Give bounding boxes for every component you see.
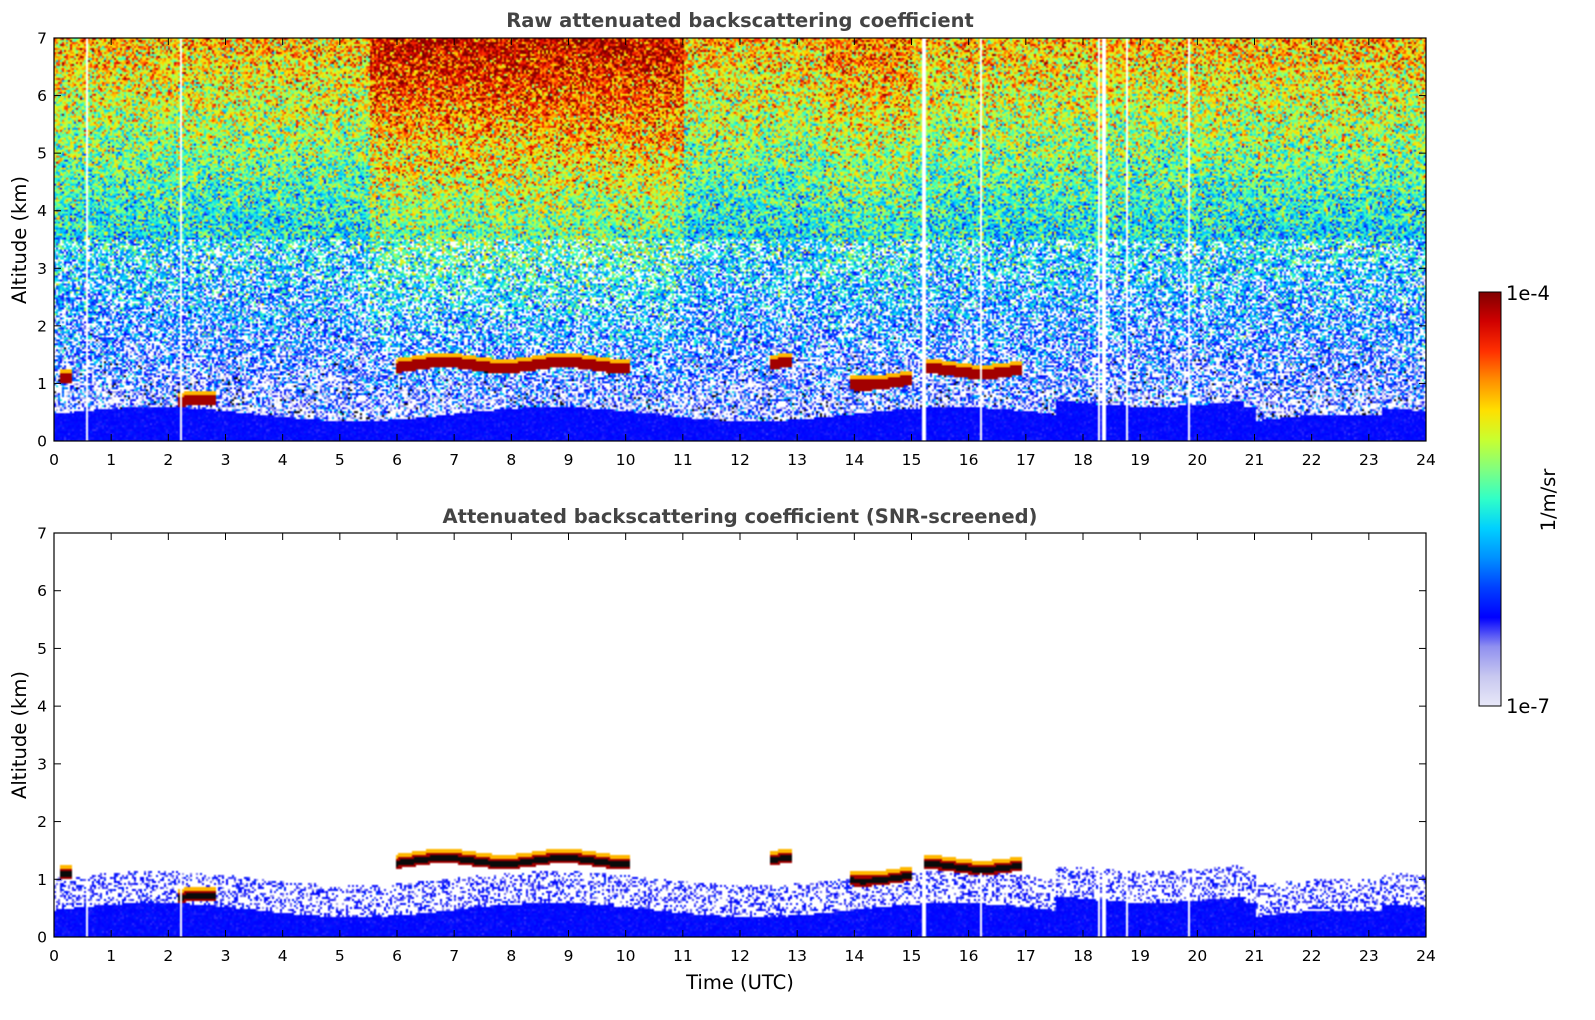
y-tick-label: 4 — [37, 202, 47, 220]
screened-backscatter-heatmap — [54, 533, 1426, 937]
x-tick-label: 15 — [902, 451, 922, 469]
x-tick-label: 20 — [1187, 451, 1207, 469]
x-tick-label: 23 — [1359, 947, 1379, 965]
x-tick-label: 2 — [163, 451, 173, 469]
x-tick-label: 8 — [506, 451, 516, 469]
x-tick-label: 22 — [1302, 451, 1322, 469]
panel-raw-y-label: Altitude (km) — [8, 176, 31, 304]
x-tick-label: 17 — [1016, 451, 1036, 469]
x-tick-label: 21 — [1245, 451, 1265, 469]
x-tick-label: 4 — [278, 947, 288, 965]
x-tick-label: 1 — [106, 451, 116, 469]
colorbar-unit-label: 1/m/sr — [1537, 468, 1560, 532]
y-tick-label: 5 — [37, 145, 47, 163]
y-tick-label: 5 — [37, 640, 47, 658]
y-tick-label: 7 — [37, 30, 47, 48]
y-tick-label: 3 — [37, 755, 47, 773]
x-tick-label: 7 — [449, 451, 459, 469]
x-tick-label: 12 — [730, 451, 750, 469]
panel-raw: Raw attenuated backscattering coefficien… — [8, 9, 1436, 469]
x-tick-label: 11 — [673, 947, 693, 965]
y-tick-label: 3 — [37, 260, 47, 278]
x-tick-label: 4 — [278, 451, 288, 469]
raw-backscatter-heatmap — [54, 38, 1426, 441]
x-tick-label: 2 — [163, 947, 173, 965]
colorbar-min-label: 1e-7 — [1506, 695, 1550, 718]
panel-screened-y-label: Altitude (km) — [8, 671, 31, 799]
panel-screened-x-axis: 0 1 2 3 4 5 6 7 8 9 10 11 12 13 14 15 16 17 18 19 20 21 22 23 24 — [49, 533, 1436, 965]
x-tick-label: 18 — [1073, 451, 1093, 469]
colorbar: 1e-4 1e-7 1/m/sr — [1478, 282, 1560, 718]
x-tick-label: 6 — [392, 451, 402, 469]
y-tick-label: 0 — [37, 433, 47, 451]
x-tick-label: 6 — [392, 947, 402, 965]
x-tick-label: 16 — [959, 451, 979, 469]
x-tick-label: 3 — [221, 947, 231, 965]
colorbar-gradient — [1478, 291, 1502, 707]
y-tick-label: 7 — [37, 525, 47, 543]
panel-screened: Attenuated backscattering coefficient (S… — [8, 505, 1436, 994]
y-tick-label: 2 — [37, 317, 47, 335]
y-tick-label: 4 — [37, 698, 47, 716]
x-tick-label: 7 — [449, 947, 459, 965]
x-tick-label: 13 — [787, 947, 807, 965]
x-tick-label: 1 — [106, 947, 116, 965]
x-tick-label: 9 — [564, 451, 574, 469]
x-tick-label: 10 — [616, 451, 636, 469]
x-tick-label: 14 — [844, 451, 864, 469]
y-tick-label: 2 — [37, 813, 47, 831]
panel-raw-x-axis: 0 1 2 3 4 5 6 7 8 9 10 11 12 13 14 15 16 17 18 19 20 21 22 23 24 — [49, 38, 1436, 469]
x-tick-label: 9 — [564, 947, 574, 965]
x-tick-label: 8 — [506, 947, 516, 965]
x-tick-label: 12 — [730, 947, 750, 965]
x-tick-label: 19 — [1130, 947, 1150, 965]
panel-screened-title: Attenuated backscattering coefficient (S… — [443, 505, 1038, 528]
x-tick-label: 13 — [787, 451, 807, 469]
x-tick-label: 5 — [335, 451, 345, 469]
x-tick-label: 15 — [902, 947, 922, 965]
x-tick-label: 19 — [1130, 451, 1150, 469]
x-tick-label: 22 — [1302, 947, 1322, 965]
panel-raw-title: Raw attenuated backscattering coefficien… — [506, 9, 974, 32]
x-tick-label: 23 — [1359, 451, 1379, 469]
x-tick-label: 16 — [959, 947, 979, 965]
colorbar-max-label: 1e-4 — [1506, 282, 1550, 305]
y-tick-label: 0 — [37, 929, 47, 947]
x-tick-label: 0 — [49, 947, 59, 965]
y-tick-label: 1 — [37, 375, 47, 393]
panel-screened-x-label: Time (UTC) — [685, 971, 794, 994]
x-tick-label: 24 — [1416, 947, 1436, 965]
x-tick-label: 17 — [1016, 947, 1036, 965]
panel-screened-y-axis: 0 1 2 3 4 5 6 7 — [37, 525, 1426, 947]
x-tick-label: 5 — [335, 947, 345, 965]
y-tick-label: 6 — [37, 582, 47, 600]
x-tick-label: 14 — [844, 947, 864, 965]
x-tick-label: 21 — [1245, 947, 1265, 965]
y-tick-label: 6 — [37, 87, 47, 105]
x-tick-label: 24 — [1416, 451, 1436, 469]
panel-raw-y-axis: 0 1 2 3 4 5 6 7 — [37, 30, 1426, 451]
x-tick-label: 20 — [1187, 947, 1207, 965]
x-tick-label: 18 — [1073, 947, 1093, 965]
x-tick-label: 11 — [673, 451, 693, 469]
x-tick-label: 3 — [221, 451, 231, 469]
x-tick-label: 0 — [49, 451, 59, 469]
x-tick-label: 10 — [616, 947, 636, 965]
y-tick-label: 1 — [37, 871, 47, 889]
